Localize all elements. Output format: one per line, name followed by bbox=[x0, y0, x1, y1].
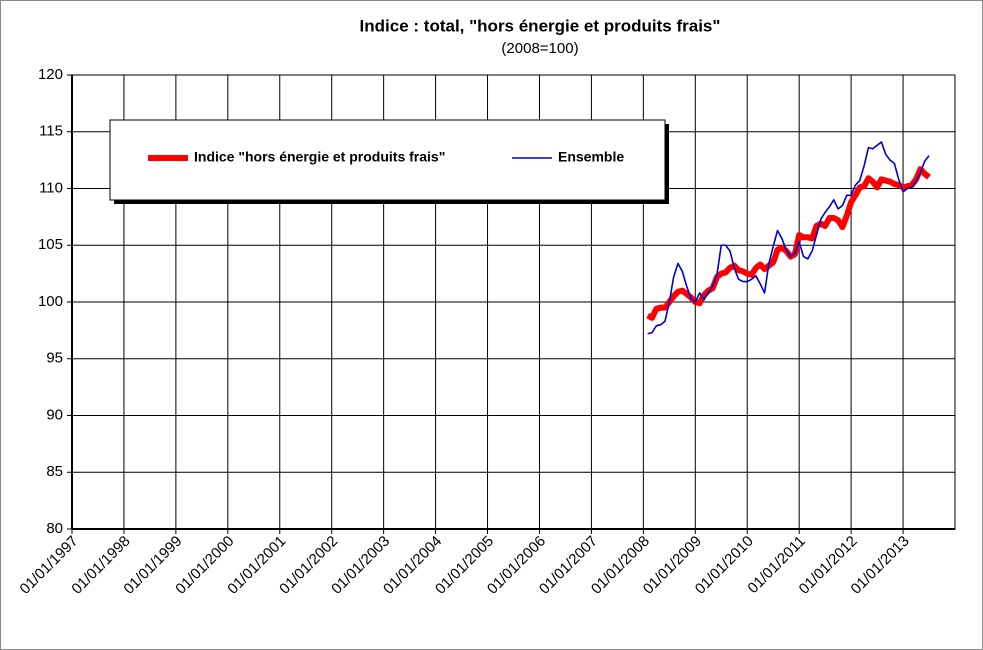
y-tick-label: 110 bbox=[39, 179, 63, 196]
chart-title: Indice : total, "hors énergie et produit… bbox=[360, 16, 721, 35]
data-line bbox=[647, 141, 930, 335]
legend: Indice "hors énergie et produits frais" E… bbox=[109, 119, 669, 204]
legend-label: Indice "hors énergie et produits frais" bbox=[194, 149, 445, 165]
y-tick-label: 105 bbox=[38, 236, 63, 253]
y-tick-label: 85 bbox=[46, 463, 63, 480]
legend-box bbox=[109, 119, 666, 201]
y-tick-label: 120 bbox=[38, 66, 63, 83]
y-tick-label: 80 bbox=[46, 520, 63, 537]
y-tick-label: 95 bbox=[46, 350, 63, 367]
y-tick-label: 100 bbox=[38, 293, 63, 310]
y-tick-label: 90 bbox=[46, 406, 63, 423]
y-tick-label: 115 bbox=[39, 123, 63, 140]
legend-label: Ensemble bbox=[558, 149, 624, 165]
chart-subtitle: (2008=100) bbox=[501, 40, 578, 57]
